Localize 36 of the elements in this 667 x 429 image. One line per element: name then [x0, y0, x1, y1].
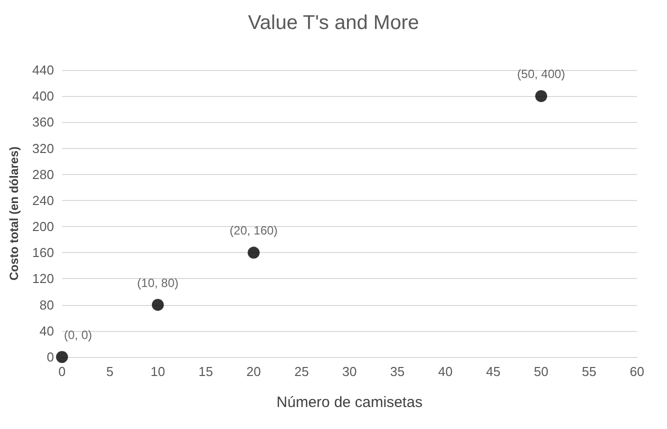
x-tick-label: 35: [390, 364, 405, 379]
point: [248, 246, 260, 259]
point: [535, 90, 548, 102]
y-tick-label: 160: [32, 245, 54, 260]
y-axis-title: Costo total (en dólares): [7, 146, 21, 281]
data-label: (20, 160): [230, 224, 278, 238]
data-label: (10, 80): [137, 276, 179, 290]
y-tick-label: 40: [40, 323, 54, 338]
y-tick-label: 80: [40, 297, 54, 312]
y-tick-label: 0: [46, 350, 54, 364]
x-tick-label: 30: [342, 364, 357, 379]
y-tick-label: 120: [32, 271, 54, 286]
x-tick-label: 25: [294, 364, 309, 379]
x-tick-label: 55: [582, 364, 596, 379]
point: [56, 351, 68, 363]
x-tick-label: 40: [438, 364, 453, 379]
x-tick-label: 15: [198, 364, 213, 379]
y-tick-label: 240: [32, 192, 54, 208]
chart-title: Value T's and More: [248, 12, 419, 34]
x-tick-label: 0: [58, 364, 66, 379]
data-label: (0, 0): [64, 328, 92, 342]
y-tick-label: 400: [32, 88, 54, 104]
x-tick-label: 20: [246, 364, 261, 379]
x-tick-label: 10: [150, 364, 166, 379]
x-tick-label: 50: [534, 364, 548, 379]
data-label: (50, 400): [517, 67, 566, 82]
y-tick-label: 440: [32, 62, 54, 78]
x-tick-label: 5: [106, 364, 114, 379]
x-axis-title: Número de camisetas: [276, 394, 422, 411]
y-tick-label: 360: [32, 114, 54, 130]
x-tick-label: 45: [486, 364, 500, 379]
y-tick-label: 200: [32, 219, 54, 234]
y-tick-label: 320: [32, 140, 54, 156]
x-tick-label: 60: [630, 364, 644, 379]
y-tick-label: 280: [32, 166, 54, 182]
point: [152, 298, 164, 311]
